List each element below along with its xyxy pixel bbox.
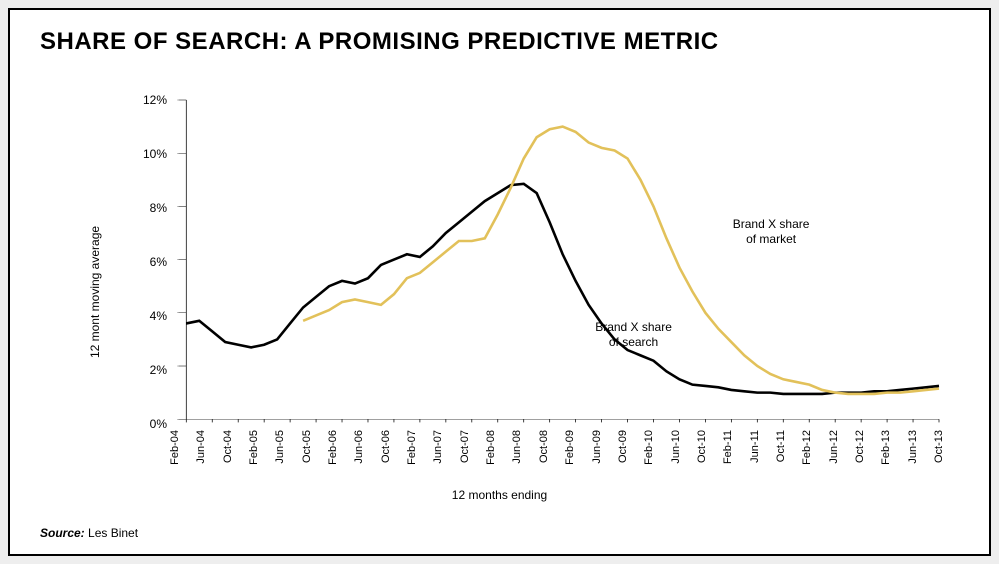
x-tick-label: Jun-11 [749,430,761,463]
source-name: Les Binet [85,526,138,540]
x-tick-label: Jun-07 [432,430,444,464]
y-tick-label: 6% [150,255,167,269]
x-tick-label: Oct-04 [222,430,234,463]
y-tick-label: 0% [150,417,167,431]
series-label: Brand X shareof search [595,320,672,350]
series-line [303,127,939,394]
y-tick-label: 2% [150,363,167,377]
plot-svg [175,100,939,424]
x-tick-label: Jun-04 [195,430,207,464]
x-tick-label: Jun-05 [274,430,286,464]
x-tick-label: Feb-08 [485,430,497,465]
x-tick-label: Jun-09 [591,430,603,464]
x-tick-label: Jun-13 [907,430,919,464]
plot-area: 0%2%4%6%8%10%12%Feb-04Jun-04Oct-04Feb-05… [175,100,939,424]
series-label: Brand X shareof market [733,217,810,247]
x-tick-label: Feb-12 [801,430,813,465]
x-tick-label: Feb-09 [564,430,576,465]
y-tick-label: 4% [150,309,167,323]
y-tick-label: 10% [143,147,167,161]
x-tick-label: Feb-13 [880,430,892,465]
x-tick-label: Jun-06 [353,430,365,464]
chart-area: 12 mont moving average 0%2%4%6%8%10%12%F… [40,80,959,504]
x-tick-label: Feb-04 [169,430,181,465]
series-line [186,184,939,394]
x-tick-label: Oct-10 [696,430,708,463]
x-tick-label: Feb-10 [643,430,655,465]
source-attribution: Source: Les Binet [40,526,138,540]
y-axis-label: 12 mont moving average [88,226,102,358]
x-tick-label: Feb-11 [722,430,734,464]
x-axis-label: 12 months ending [452,488,547,502]
x-tick-label: Feb-05 [248,430,260,465]
x-tick-label: Oct-13 [933,430,945,463]
x-tick-label: Oct-11 [775,430,787,462]
x-tick-label: Feb-06 [327,430,339,465]
source-prefix: Source: [40,526,85,540]
x-tick-label: Oct-09 [617,430,629,463]
y-tick-label: 12% [143,93,167,107]
y-tick-label: 8% [150,201,167,215]
x-tick-label: Oct-08 [538,430,550,463]
x-tick-label: Oct-06 [380,430,392,463]
x-tick-label: Oct-12 [854,430,866,463]
x-tick-label: Feb-07 [406,430,418,465]
x-tick-label: Jun-12 [828,430,840,464]
chart-frame: SHARE OF SEARCH: A PROMISING PREDICTIVE … [8,8,991,556]
chart-title: SHARE OF SEARCH: A PROMISING PREDICTIVE … [40,28,719,56]
x-tick-label: Jun-10 [670,430,682,464]
x-tick-label: Jun-08 [511,430,523,464]
x-tick-label: Oct-07 [459,430,471,463]
x-tick-label: Oct-05 [301,430,313,463]
